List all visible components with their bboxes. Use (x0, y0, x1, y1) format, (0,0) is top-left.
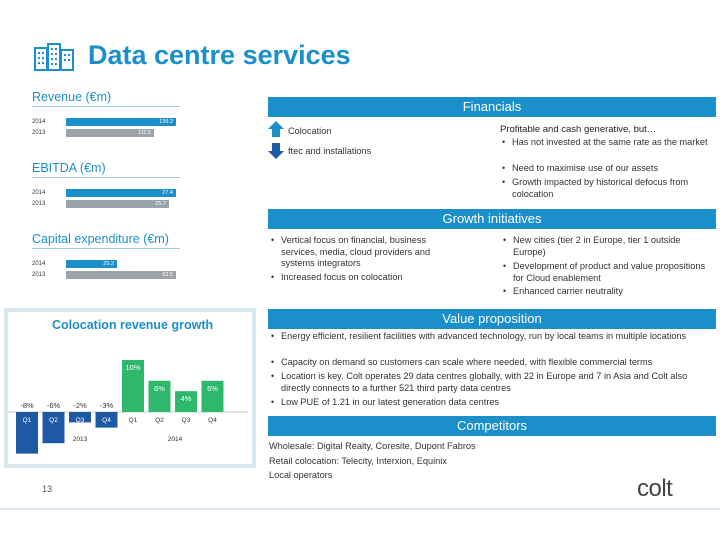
revenue-label: Revenue (€m) (32, 90, 112, 104)
growth-bullet: Development of product and value proposi… (503, 261, 713, 284)
chart-value-label: 6% (154, 384, 165, 393)
chart-bar (175, 391, 197, 412)
kpi-value: 139.2 (159, 119, 173, 125)
kpi-bar-row: 2014 139.2 (32, 117, 176, 127)
chart-category-label: Q3 (76, 417, 85, 424)
value-bullet: Capacity on demand so customers can scal… (271, 357, 711, 369)
competitors-line: Wholesale: Digital Realty, Coresite, Dup… (269, 441, 476, 451)
kpi-bar: 27.4 (66, 189, 176, 197)
chart-bar (122, 360, 144, 412)
chart-value-label: -6% (47, 401, 61, 410)
chart-bar (95, 412, 118, 428)
kpi-bar: 62.5 (66, 271, 176, 279)
kpi-year: 2013 (32, 201, 46, 207)
chart-category-label: Q2 (49, 417, 58, 424)
growth-bullet: Increased focus on colocation (271, 272, 461, 284)
chart-category-label: Q1 (129, 417, 138, 424)
colocation-growth-chart: Colocation revenue growth -8% Q1 -6% Q2 -2% Q… (4, 308, 256, 468)
divider (32, 106, 180, 107)
chart-bar (148, 380, 171, 412)
kpi-value: 62.5 (162, 272, 173, 278)
chart-value-label: -8% (20, 401, 34, 410)
competitors-line: Local operators (269, 470, 333, 480)
chart-bar (16, 412, 38, 454)
chart-category-label: Q2 (155, 417, 164, 424)
kpi-bar: 111.5 (66, 129, 154, 137)
kpi-bar-row: 2013 25.7 (32, 199, 169, 209)
kpi-value: 25.7 (155, 201, 166, 207)
chart-category-label: Q1 (23, 417, 32, 424)
financials-bullet: Need to maximise use of our assets (502, 163, 712, 175)
colt-logo: colt (637, 475, 673, 502)
colocation-arrow-icon (268, 121, 284, 137)
growth-band: Growth initiatives (268, 209, 716, 229)
divider (32, 177, 180, 178)
chart-value-label: 10% (125, 363, 140, 372)
divider (32, 248, 180, 249)
chart-bar (42, 412, 65, 444)
kpi-year: 2013 (32, 130, 46, 136)
legend-installations: ftec and installations (288, 146, 372, 156)
chart-group-label: 2013 (73, 436, 88, 443)
chart-value-label: 6% (207, 384, 218, 393)
kpi-year: 2014 (32, 190, 46, 196)
value-bullet: Energy efficient, resilient facilities w… (271, 331, 711, 343)
chart-category-label: Q4 (208, 417, 217, 424)
kpi-year: 2014 (32, 119, 46, 125)
financials-bullet: Growth impacted by historical defocus fr… (502, 177, 716, 200)
chart-title: Colocation revenue growth (52, 318, 214, 332)
financials-bullet: Has not invested at the same rate as the… (502, 137, 712, 149)
value-bullet: Location is key. Colt operates 29 data c… (271, 371, 711, 394)
chart-group-label: 2014 (168, 436, 183, 443)
kpi-bar-row: 2014 29.2 (32, 259, 117, 269)
kpi-bar-row: 2013 111.5 (32, 128, 154, 138)
kpi-bar-row: 2014 27.4 (32, 188, 176, 198)
growth-bullet: Vertical focus on financial, business se… (271, 235, 461, 270)
chart-plot: -8% Q1 -6% Q2 -2% Q3 -3% Q4 10% Q1 6% Q2 4% Q3 6% Q4 201… (8, 360, 248, 454)
chart-category-label: Q3 (182, 417, 191, 424)
chart-value-label: 4% (181, 394, 192, 403)
chart-value-label: -2% (73, 401, 87, 410)
chart-value-label: -3% (100, 401, 114, 410)
value-band: Value proposition (268, 309, 716, 329)
legend-arrows (268, 121, 284, 159)
page-number: 13 (42, 484, 53, 494)
growth-bullet: Enhanced carrier neutrality (503, 286, 713, 298)
kpi-value: 29.2 (103, 261, 114, 267)
chart-bar (69, 412, 91, 423)
growth-bullet: New cities (tier 2 in Europe, tier 1 out… (503, 235, 713, 258)
kpi-bar: 29.2 (66, 260, 117, 268)
kpi-bar: 139.2 (66, 118, 176, 126)
page-title: Data centre services (88, 40, 351, 70)
installations-arrow-icon (268, 143, 284, 159)
kpi-bar: 25.7 (66, 200, 169, 208)
building-icon (34, 43, 74, 71)
financials-band: Financials (268, 97, 716, 117)
capex-label: Capital expenditure (€m) (32, 232, 169, 246)
kpi-value: 111.5 (138, 130, 151, 136)
ebitda-label: EBITDA (€m) (32, 161, 106, 175)
kpi-year: 2014 (32, 261, 46, 267)
chart-bar (201, 380, 224, 412)
chart-category-label: Q4 (102, 417, 111, 424)
legend-colocation: Colocation (288, 126, 332, 136)
competitors-line: Retail colocation: Telecity, Interxion, … (269, 456, 447, 466)
kpi-value: 27.4 (162, 190, 173, 196)
footer-divider (0, 508, 720, 510)
kpi-year: 2013 (32, 272, 46, 278)
financials-heading: Profitable and cash generative, but… (500, 124, 657, 135)
kpi-bar-row: 2013 62.5 (32, 270, 176, 280)
value-bullet: Low PUE of 1.21 in our latest generation… (271, 397, 711, 409)
competitors-band: Competitors (268, 416, 716, 436)
